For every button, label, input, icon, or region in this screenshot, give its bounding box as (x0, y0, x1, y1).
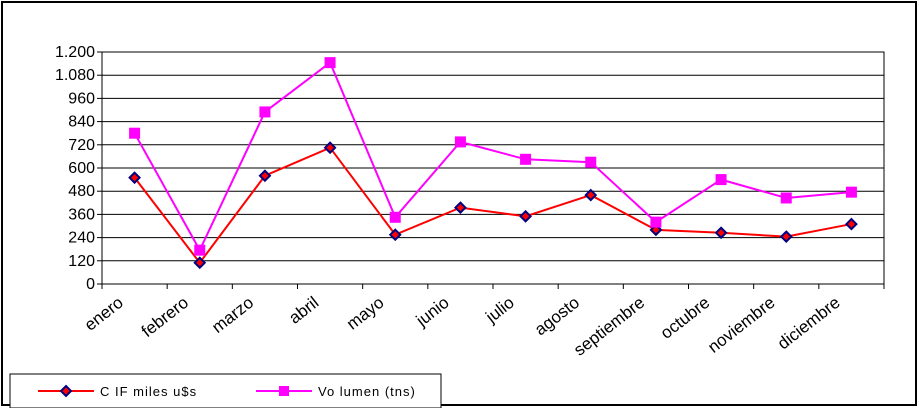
y-tick-label: 720 (68, 137, 95, 154)
gridlines (97, 51, 884, 285)
data-point (323, 141, 337, 155)
legend: C IF miles u$s Vo lumen (tns) (9, 373, 442, 409)
data-point (780, 192, 792, 204)
y-tick-label: 240 (68, 230, 95, 247)
legend-label: Vo lumen (tns) (318, 384, 416, 399)
data-point (650, 216, 662, 228)
legend-marker (279, 386, 289, 396)
data-point (389, 211, 401, 223)
data-point (714, 226, 728, 240)
y-tick-label: 600 (68, 160, 95, 177)
data-point (585, 156, 597, 168)
y-tick-label: 480 (68, 183, 95, 200)
data-point (519, 209, 532, 223)
data-point (193, 256, 207, 270)
data-point (128, 171, 141, 185)
series-line-1 (133, 146, 852, 265)
y-tick-label: 0 (86, 276, 95, 293)
y-tick-label: 1.200 (55, 44, 95, 61)
data-point (454, 201, 467, 215)
series-layer (128, 57, 858, 270)
y-axis-ticks: 0 120 240 360 480 600 720 840 960 1.080 1.200 (55, 44, 95, 293)
y-tick-label: 840 (68, 114, 95, 131)
legend-label: C IF miles u$s (100, 384, 197, 399)
legend-marker (59, 384, 73, 398)
data-point (845, 217, 858, 231)
data-point (259, 106, 271, 118)
data-point (520, 153, 532, 165)
y-tick-label: 960 (68, 90, 95, 107)
data-point (845, 186, 857, 198)
data-point (715, 174, 727, 186)
data-point (584, 188, 598, 202)
data-point (779, 230, 793, 244)
y-tick-label: 120 (68, 253, 95, 270)
data-point (129, 127, 141, 139)
data-point (388, 228, 402, 242)
data-point (194, 244, 206, 256)
series-line-2 (133, 61, 852, 253)
data-point (324, 57, 336, 69)
y-tick-label: 1.080 (55, 67, 95, 84)
data-point (258, 169, 272, 183)
y-tick-label: 360 (68, 206, 95, 223)
data-point (454, 136, 466, 148)
